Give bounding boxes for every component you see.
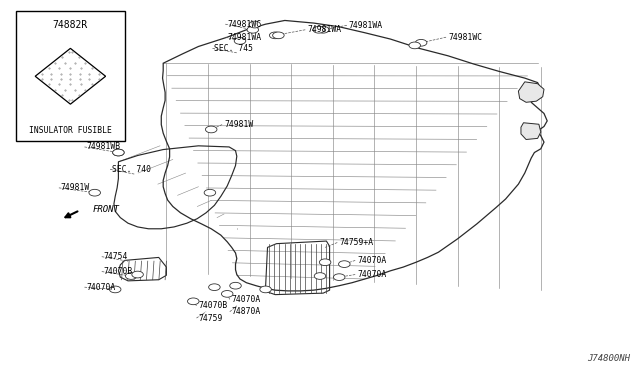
Circle shape xyxy=(221,291,233,297)
Text: 74981WA: 74981WA xyxy=(307,25,341,34)
Circle shape xyxy=(247,26,259,33)
Circle shape xyxy=(415,39,427,46)
Text: 74981WB: 74981WB xyxy=(86,142,120,151)
Circle shape xyxy=(409,42,420,49)
Circle shape xyxy=(113,149,124,156)
Text: 74981WC: 74981WC xyxy=(448,33,482,42)
Circle shape xyxy=(269,32,281,39)
Text: 74070B: 74070B xyxy=(104,267,133,276)
FancyBboxPatch shape xyxy=(16,11,125,141)
Text: 74981WC: 74981WC xyxy=(227,20,261,29)
Text: 74754: 74754 xyxy=(104,252,128,261)
Text: 74981WA: 74981WA xyxy=(349,21,383,30)
Circle shape xyxy=(273,32,284,39)
Text: 74070A: 74070A xyxy=(232,295,261,304)
Circle shape xyxy=(188,298,199,305)
Circle shape xyxy=(113,149,124,156)
Circle shape xyxy=(339,261,350,267)
Circle shape xyxy=(89,189,100,196)
Text: 74882R: 74882R xyxy=(52,20,88,31)
Text: 74070A: 74070A xyxy=(86,283,116,292)
Text: FRONT: FRONT xyxy=(93,205,120,214)
Text: J74800NH: J74800NH xyxy=(588,354,630,363)
Circle shape xyxy=(209,284,220,291)
Circle shape xyxy=(319,259,331,266)
Circle shape xyxy=(333,274,345,280)
Text: 74759: 74759 xyxy=(198,314,223,323)
Text: 74070A: 74070A xyxy=(357,270,387,279)
Circle shape xyxy=(109,286,121,293)
Text: 74070A: 74070A xyxy=(357,256,387,265)
Circle shape xyxy=(313,26,324,33)
Text: SEC. 745: SEC. 745 xyxy=(214,44,253,53)
Circle shape xyxy=(317,26,329,33)
Polygon shape xyxy=(521,123,541,140)
Circle shape xyxy=(205,126,217,133)
Circle shape xyxy=(234,38,246,44)
Circle shape xyxy=(132,271,143,278)
Text: 74759+A: 74759+A xyxy=(339,238,373,247)
Polygon shape xyxy=(518,82,544,102)
Circle shape xyxy=(204,189,216,196)
Text: 74981W: 74981W xyxy=(61,183,90,192)
Text: INSULATOR FUSIBLE: INSULATOR FUSIBLE xyxy=(29,126,112,135)
Circle shape xyxy=(260,286,271,293)
Text: 74070B: 74070B xyxy=(198,301,228,310)
Circle shape xyxy=(125,273,137,279)
Text: SEC. 740: SEC. 740 xyxy=(112,165,151,174)
Circle shape xyxy=(314,273,326,279)
Circle shape xyxy=(230,282,241,289)
Text: 74870A: 74870A xyxy=(232,307,261,316)
Text: 74981W: 74981W xyxy=(224,120,253,129)
Circle shape xyxy=(249,21,260,28)
Text: 74981WA: 74981WA xyxy=(227,33,261,42)
